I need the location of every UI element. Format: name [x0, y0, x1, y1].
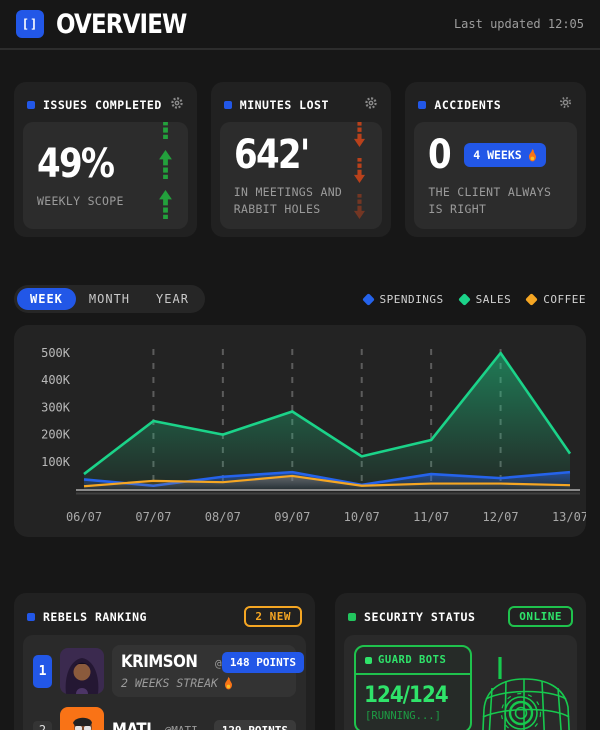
card-accidents: ACCIDENTS 0 4 WEEKS THE CLIENT ALWAYS IS… — [405, 82, 586, 237]
svg-text:08/07: 08/07 — [205, 510, 241, 524]
svg-text:200K: 200K — [41, 428, 71, 442]
stat-caption: THE CLIENT ALWAYS IS RIGHT — [428, 185, 552, 216]
chart-canvas: 100K 200K 300K 400K 500K 06/07 07/07 08/07 09/07… — [41, 346, 586, 524]
legend-sales[interactable]: SALES — [457, 292, 512, 306]
guard-bots-box: GUARD BOTS 124/124 [RUNNING...] — [354, 645, 473, 730]
svg-text:300K: 300K — [41, 400, 71, 414]
rank-row-main: MATI @MATI 129 POINTS — [112, 719, 297, 730]
svg-text:07/07: 07/07 — [135, 510, 171, 524]
user-name: MATI — [112, 720, 152, 730]
stat-value: 0 — [428, 132, 452, 179]
gear-icon[interactable] — [364, 95, 378, 114]
legend-coffee[interactable]: COFFEE — [525, 292, 586, 306]
bottom-row: REBELS RANKING 2 NEW 1 KRIMSON @KRIMSON — [14, 593, 586, 730]
stat-body: 642' IN MEETINGS AND RABBIT HOLES — [219, 122, 383, 229]
card-security-status: SECURITY STATUS ONLINE GUARD BOTS 124/12… — [335, 593, 586, 730]
guard-title: GUARD BOTS — [378, 654, 447, 666]
card-rebels-ranking: REBELS RANKING 2 NEW 1 KRIMSON @KRIMSON — [14, 593, 316, 730]
svg-text:11/07: 11/07 — [413, 510, 449, 524]
card-bullet-icon — [27, 612, 35, 621]
ranking-list: 1 KRIMSON @KRIMSON 2 WEEKS STREAK — [23, 635, 307, 730]
card-title: SECURITY STATUS — [364, 609, 476, 624]
card-issues-completed: ISSUES COMPLETED 49% WEEKLY SCOPE — [14, 82, 197, 237]
tab-month[interactable]: MONTH — [88, 292, 131, 306]
stats-row: ISSUES COMPLETED 49% WEEKLY SCOPE — [14, 82, 586, 237]
user-handle: @MATI — [164, 723, 198, 730]
list-item[interactable]: 1 KRIMSON @KRIMSON 2 WEEKS STREAK — [33, 645, 305, 697]
stat-value: 642' — [233, 132, 310, 179]
card-bullet-icon — [418, 100, 427, 109]
guard-robot-icon — [482, 657, 570, 730]
svg-text:09/07: 09/07 — [274, 510, 310, 524]
svg-text:06/07: 06/07 — [66, 510, 102, 524]
avatar — [60, 648, 104, 694]
arrow-down-icon — [354, 194, 366, 219]
svg-text:10/07: 10/07 — [344, 510, 380, 524]
guard-count: 124/124 — [364, 683, 449, 708]
guard-status: [RUNNING...] — [365, 710, 441, 722]
chart-controls: WEEK MONTH YEAR SPENDINGS SALES COFFEE — [14, 285, 586, 313]
svg-text:500K: 500K — [41, 346, 71, 360]
rank-row-main: KRIMSON @KRIMSON 2 WEEKS STREAK 148 POIN… — [112, 645, 305, 697]
stat-caption: WEEKLY SCOPE — [37, 193, 124, 208]
security-panel: GUARD BOTS 124/124 [RUNNING...] — [344, 635, 577, 730]
svg-text:13/07: 13/07 — [552, 510, 586, 524]
chart-legend: SPENDINGS SALES COFFEE — [361, 292, 586, 306]
app-header: [] OVERVIEW Last updated 12:05 — [0, 0, 600, 50]
arrow-down-icon — [354, 158, 366, 183]
arrow-down-icon — [354, 122, 366, 147]
svg-text:100K: 100K — [41, 455, 71, 469]
legend-spendings[interactable]: SPENDINGS — [361, 292, 444, 306]
rank-badge: 1 — [33, 654, 52, 688]
tab-week[interactable]: WEEK — [17, 288, 76, 310]
stat-caption: IN MEETINGS AND RABBIT HOLES — [233, 185, 343, 216]
card-title: REBELS RANKING — [43, 609, 147, 624]
diamond-icon — [457, 292, 471, 306]
stat-value: 49% — [37, 140, 115, 187]
gear-icon[interactable] — [558, 95, 573, 114]
svg-text:400K: 400K — [41, 373, 71, 387]
card-bullet-icon — [223, 100, 232, 109]
diamond-icon — [525, 292, 539, 306]
points-badge: 129 POINTS — [213, 719, 297, 730]
svg-text:12/07: 12/07 — [483, 510, 519, 524]
card-title: ISSUES COMPLETED — [43, 97, 162, 112]
card-bullet-icon — [27, 100, 35, 109]
flame-icon — [528, 148, 536, 162]
arrow-up-icon — [158, 190, 172, 219]
user-name: KRIMSON — [121, 652, 198, 672]
tab-year[interactable]: YEAR — [156, 292, 189, 306]
page-title: OVERVIEW — [56, 8, 187, 40]
card-title: ACCIDENTS — [434, 97, 502, 112]
area-chart: 100K 200K 300K 400K 500K 06/07 07/07 08/07 09/07… — [14, 325, 586, 537]
gear-icon[interactable] — [170, 95, 184, 114]
stat-body: 0 4 WEEKS THE CLIENT ALWAYS IS RIGHT — [414, 122, 577, 229]
new-count-badge: 2 NEW — [244, 606, 303, 627]
rank-badge: 2 — [33, 720, 52, 730]
stat-body: 49% WEEKLY SCOPE — [23, 122, 188, 229]
streak-line: 2 WEEKS STREAK — [121, 676, 287, 690]
avatar — [60, 707, 104, 730]
arrow-up-icon — [158, 150, 172, 179]
online-status-badge: ONLINE — [508, 606, 573, 627]
app-logo[interactable]: [] — [16, 10, 44, 38]
arrow-up-icon — [162, 122, 168, 139]
list-item[interactable]: 2 MATI @MATI 129 POINTS — [33, 707, 297, 730]
logo-glyph: [] — [21, 17, 39, 31]
card-bullet-icon — [348, 612, 357, 621]
guard-bullet-icon — [365, 656, 373, 664]
trend-down-arrows — [351, 122, 368, 219]
trend-up-arrows — [157, 122, 174, 219]
last-updated-text: Last updated 12:05 — [453, 17, 584, 31]
diamond-icon — [361, 292, 375, 306]
points-badge: 148 POINTS — [221, 652, 305, 673]
card-minutes-lost: MINUTES LOST 642' IN MEETINGS AND RABBIT… — [210, 82, 392, 237]
flame-icon — [224, 676, 232, 689]
time-range-tabs: WEEK MONTH YEAR — [14, 285, 205, 313]
weeks-streak-badge: 4 WEEKS — [464, 143, 546, 168]
card-title: MINUTES LOST — [239, 97, 329, 112]
